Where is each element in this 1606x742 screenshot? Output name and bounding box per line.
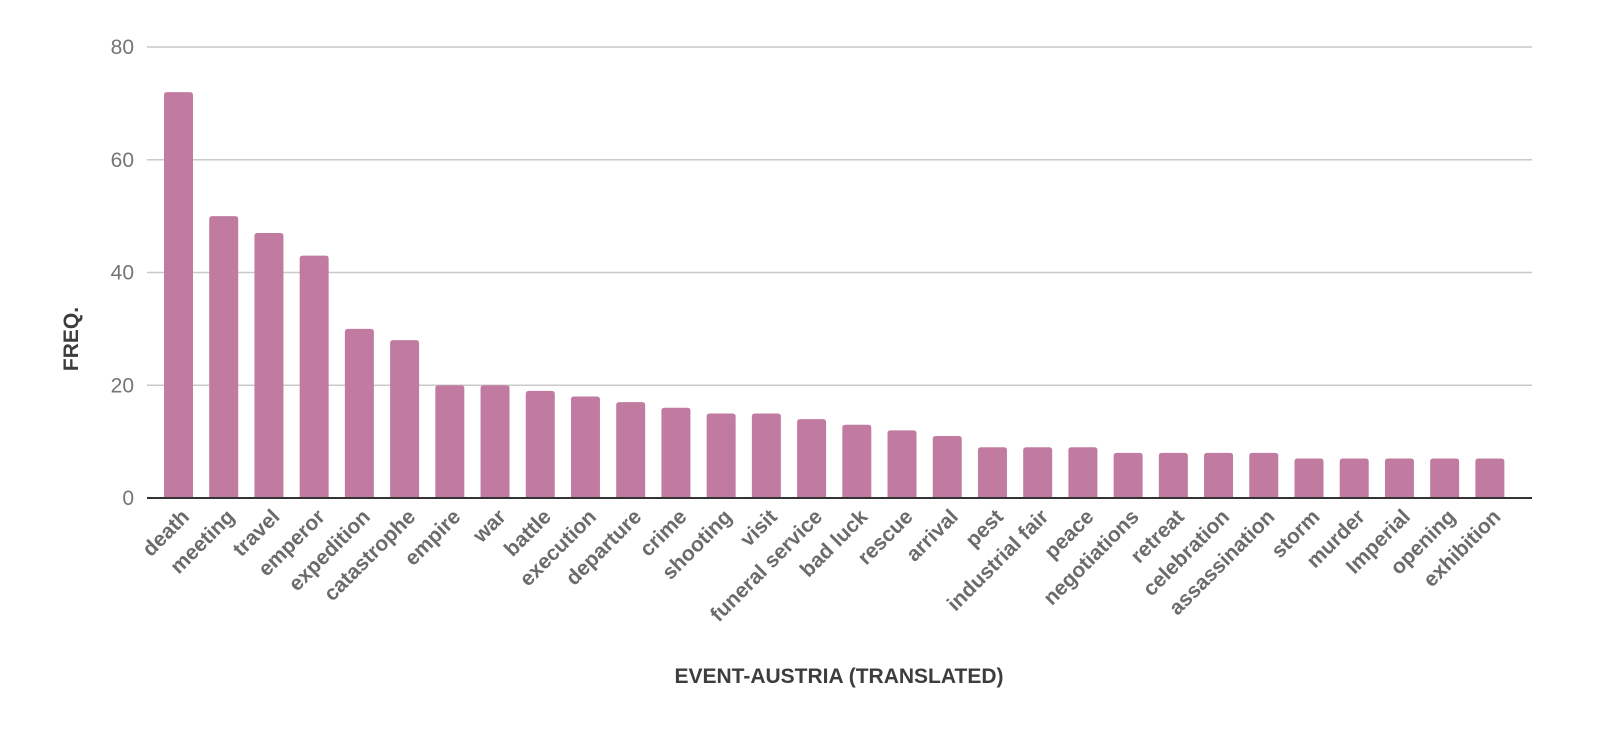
bar-departure — [616, 402, 646, 498]
bar-empire — [435, 385, 465, 498]
y-tick-label: 40 — [111, 262, 134, 285]
bar-opening — [1430, 458, 1460, 498]
bar-exhibition — [1475, 458, 1505, 498]
gridlines — [147, 46, 1532, 386]
bar-pest — [977, 447, 1007, 498]
bar-war — [480, 385, 510, 498]
y-tick-label: 60 — [111, 149, 134, 172]
bar-retreat — [1158, 452, 1188, 498]
x-axis-ticks: deathmeetingtravelemperorexpeditioncatas… — [138, 505, 1505, 626]
bar-battle — [525, 390, 555, 498]
bar-bad-luck — [842, 424, 872, 498]
y-tick-label: 80 — [111, 36, 134, 59]
bar-negotiations — [1113, 452, 1143, 498]
bar-death — [164, 92, 193, 498]
bar-emperor — [299, 255, 329, 498]
bar-arrival — [932, 435, 962, 498]
y-axis-ticks: 0 20 40 60 80 — [111, 36, 134, 510]
bar-shooting — [706, 413, 736, 498]
bar-murder — [1339, 458, 1369, 498]
bar-imperial — [1384, 458, 1414, 498]
bar-crime — [661, 407, 691, 498]
bar-execution — [570, 396, 600, 498]
bar-industrial-fair — [1023, 447, 1053, 498]
bar-expedition — [344, 328, 374, 498]
bar-storm — [1294, 458, 1324, 498]
bar-rescue — [887, 430, 917, 498]
bar-catastrophe — [390, 340, 420, 498]
bar-visit — [751, 413, 781, 498]
bar-travel — [254, 233, 284, 498]
bar-celebration — [1204, 452, 1234, 498]
bar-meeting — [209, 216, 239, 498]
bars — [164, 92, 1505, 498]
bar-funeral-service — [797, 419, 827, 498]
bar-peace — [1068, 447, 1098, 498]
x-axis-title: EVENT-AUSTRIA (TRANSLATED) — [675, 665, 1004, 688]
y-axis-title: FREQ. — [60, 307, 83, 371]
x-tick-label: arrival — [902, 505, 963, 566]
y-tick-label: 20 — [111, 374, 134, 397]
bar-assassination — [1249, 452, 1279, 498]
y-tick-label: 0 — [122, 487, 134, 510]
